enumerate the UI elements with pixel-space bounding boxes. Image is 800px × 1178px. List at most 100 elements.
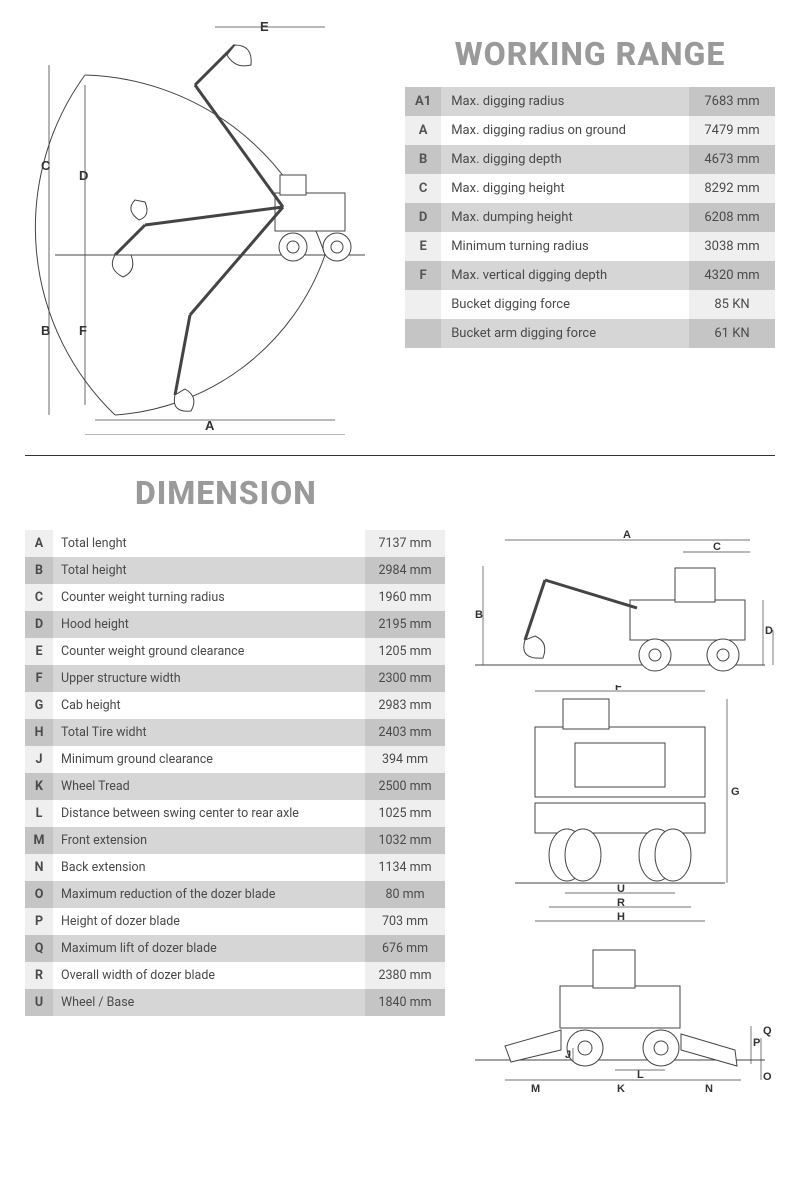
row-code: F — [405, 261, 441, 290]
svg-text:P: P — [753, 1037, 760, 1049]
page: C D B F E A A1 — [0, 0, 800, 1135]
svg-text:F: F — [615, 685, 622, 693]
row-value: 7683 mm — [689, 87, 775, 116]
row-value: 1840 mm — [365, 989, 445, 1016]
svg-text:R: R — [617, 897, 625, 909]
table-row: AMax. digging radius on ground7479 mm — [405, 116, 775, 145]
row-label: Max. dumping height — [441, 203, 689, 232]
row-code — [405, 290, 441, 319]
table-row: DHood height2195 mm — [25, 611, 445, 638]
table-row: ECounter weight ground clearance1205 mm — [25, 638, 445, 665]
table-row: MFront extension1032 mm — [25, 827, 445, 854]
row-code: C — [25, 584, 53, 611]
row-value: 2300 mm — [365, 665, 445, 692]
table-row: HTotal Tire widht2403 mm — [25, 719, 445, 746]
row-code: J — [25, 746, 53, 773]
table-row: BMax. digging depth4673 mm — [405, 145, 775, 174]
row-label: Cab height — [53, 692, 365, 719]
row-code — [405, 319, 441, 348]
row-label: Max. vertical digging depth — [441, 261, 689, 290]
row-label: Front extension — [53, 827, 365, 854]
dimension-front-svg: F G U R H — [465, 685, 775, 930]
row-label: Bucket digging force — [441, 290, 689, 319]
row-code: K — [25, 773, 53, 800]
svg-text:H: H — [617, 911, 625, 923]
row-code: A — [25, 530, 53, 557]
table-row: PHeight of dozer blade703 mm — [25, 908, 445, 935]
working-range-table: A1Max. digging radius7683 mmAMax. diggin… — [405, 87, 775, 348]
row-label: Max. digging radius — [441, 87, 689, 116]
row-label: Distance between swing center to rear ax… — [53, 800, 365, 827]
svg-text:D: D — [765, 625, 773, 637]
svg-text:K: K — [617, 1083, 625, 1095]
row-value: 8292 mm — [689, 174, 775, 203]
row-value: 7137 mm — [365, 530, 445, 557]
row-code: A — [405, 116, 441, 145]
row-value: 85 KN — [689, 290, 775, 319]
working-range-section: C D B F E A A1 — [0, 0, 800, 455]
table-row: CCounter weight turning radius1960 mm — [25, 584, 445, 611]
row-code: G — [25, 692, 53, 719]
working-range-diagram: C D B F E A A1 — [25, 15, 385, 435]
row-code: D — [25, 611, 53, 638]
row-value: 1134 mm — [365, 854, 445, 881]
row-value: 1025 mm — [365, 800, 445, 827]
row-label: Wheel Tread — [53, 773, 365, 800]
svg-text:C: C — [713, 541, 721, 553]
svg-text:M: M — [531, 1083, 540, 1095]
working-range-svg: C D B F E A A1 — [25, 15, 385, 435]
row-code: N — [25, 854, 53, 881]
row-value: 7479 mm — [689, 116, 775, 145]
dimension-diagrams: A C B D E — [465, 530, 775, 1105]
row-code: Q — [25, 935, 53, 962]
table-row: KWheel Tread2500 mm — [25, 773, 445, 800]
row-label: Counter weight ground clearance — [53, 638, 365, 665]
working-range-title: WORKING RANGE — [405, 35, 775, 73]
svg-text:J: J — [565, 1049, 571, 1061]
row-label: Maximum reduction of the dozer blade — [53, 881, 365, 908]
dimension-table-panel: ATotal lenght7137 mmBTotal height2984 mm… — [25, 530, 445, 1105]
table-row: QMaximum lift of dozer blade676 mm — [25, 935, 445, 962]
row-value: 394 mm — [365, 746, 445, 773]
row-value: 3038 mm — [689, 232, 775, 261]
row-label: Overall width of dozer blade — [53, 962, 365, 989]
table-row: ROverall width of dozer blade2380 mm — [25, 962, 445, 989]
dimension-section: DIMENSION ATotal lenght7137 mmBTotal hei… — [0, 456, 800, 1135]
row-label: Total height — [53, 557, 365, 584]
row-value: 1960 mm — [365, 584, 445, 611]
table-row: FMax. vertical digging depth4320 mm — [405, 261, 775, 290]
table-row: A1Max. digging radius7683 mm — [405, 87, 775, 116]
table-row: UWheel / Base1840 mm — [25, 989, 445, 1016]
dimension-table: ATotal lenght7137 mmBTotal height2984 mm… — [25, 530, 445, 1016]
table-row: CMax. digging height8292 mm — [405, 174, 775, 203]
row-label: Bucket arm digging force — [441, 319, 689, 348]
row-code: U — [25, 989, 53, 1016]
table-row: OMaximum reduction of the dozer blade80 … — [25, 881, 445, 908]
row-value: 2984 mm — [365, 557, 445, 584]
row-value: 2195 mm — [365, 611, 445, 638]
row-value: 1205 mm — [365, 638, 445, 665]
row-label: Counter weight turning radius — [53, 584, 365, 611]
table-row: NBack extension1134 mm — [25, 854, 445, 881]
row-value: 61 KN — [689, 319, 775, 348]
row-label: Total lenght — [53, 530, 365, 557]
row-code: L — [25, 800, 53, 827]
row-label: Max. digging height — [441, 174, 689, 203]
row-label: Minimum turning radius — [441, 232, 689, 261]
row-label: Wheel / Base — [53, 989, 365, 1016]
row-code: A1 — [405, 87, 441, 116]
dimension-title: DIMENSION — [135, 474, 775, 512]
svg-text:N: N — [705, 1083, 713, 1095]
row-value: 80 mm — [365, 881, 445, 908]
row-label: Maximum lift of dozer blade — [53, 935, 365, 962]
table-row: GCab height2983 mm — [25, 692, 445, 719]
svg-text:C: C — [41, 158, 51, 173]
row-value: 703 mm — [365, 908, 445, 935]
row-code: H — [25, 719, 53, 746]
svg-text:L: L — [637, 1069, 644, 1081]
table-row: DMax. dumping height6208 mm — [405, 203, 775, 232]
row-code: F — [25, 665, 53, 692]
table-row: BTotal height2984 mm — [25, 557, 445, 584]
row-code: D — [405, 203, 441, 232]
row-label: Max. digging depth — [441, 145, 689, 174]
